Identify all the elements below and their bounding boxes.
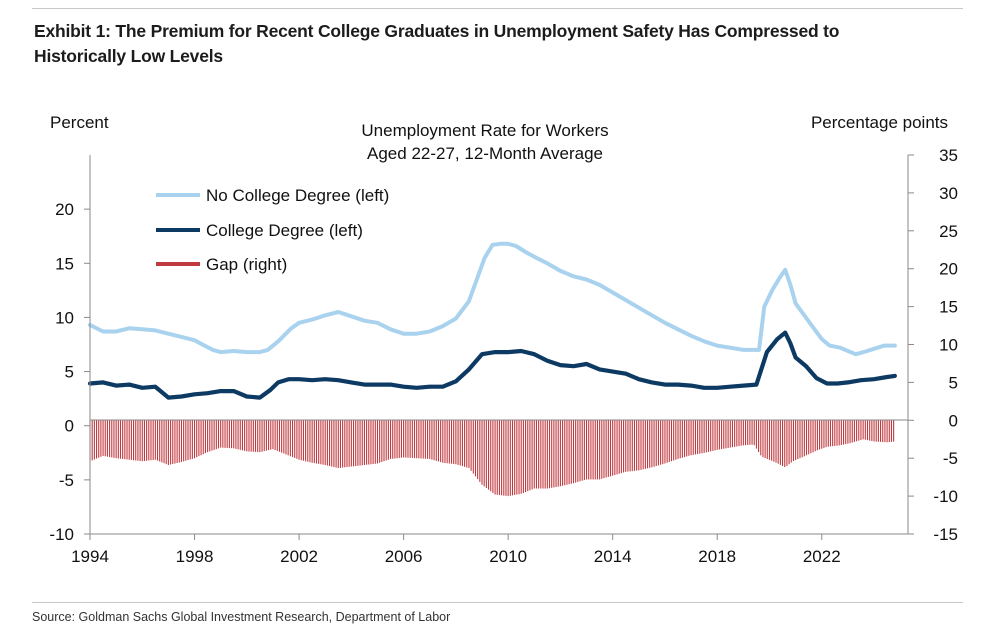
- right-tick-label: 10: [939, 336, 958, 355]
- legend: No College Degree (left) College Degree …: [156, 186, 389, 274]
- exhibit-title: Exhibit 1: The Premium for Recent Colleg…: [34, 21, 840, 66]
- right-tick-label: -15: [933, 525, 958, 544]
- x-tick-label: 2014: [594, 547, 632, 566]
- legend-label-college: College Degree (left): [206, 221, 363, 240]
- series-line-college: [87, 330, 897, 400]
- right-tick-label: -10: [933, 487, 958, 506]
- right-tick-label: 5: [949, 373, 958, 392]
- right-axis-label: Percentage points: [811, 113, 948, 132]
- legend-label-no-college: No College Degree (left): [206, 186, 389, 205]
- axes: [84, 154, 914, 540]
- right-tick-label: 35: [939, 146, 958, 165]
- right-tick-label: 0: [949, 411, 958, 430]
- right-tick-label: 15: [939, 298, 958, 317]
- gap-bars: [89, 420, 895, 497]
- left-tick-label: 10: [55, 308, 74, 327]
- x-tick-label: 1994: [71, 547, 109, 566]
- left-tick-label: -5: [59, 471, 74, 490]
- source-note: Source: Goldman Sachs Global Investment …: [32, 610, 451, 624]
- x-tick-label: 2002: [280, 547, 318, 566]
- chart-svg: Percent Percentage points Unemployment R…: [49, 113, 958, 566]
- right-tick-label: 25: [939, 222, 958, 241]
- chart-text: Percent Percentage points Unemployment R…: [49, 113, 958, 566]
- left-tick-label: -10: [49, 525, 74, 544]
- right-tick-label: 20: [939, 260, 958, 279]
- left-axis-label: Percent: [50, 113, 109, 132]
- bottom-rule: [32, 602, 963, 603]
- x-tick-label: 2022: [803, 547, 841, 566]
- right-tick-label: -5: [943, 449, 958, 468]
- chart-title-line-1: Unemployment Rate for Workers: [361, 121, 608, 140]
- chart-title-line-2: Aged 22-27, 12-Month Average: [367, 144, 603, 163]
- left-tick-label: 15: [55, 254, 74, 273]
- left-tick-label: 0: [65, 417, 74, 436]
- legend-label-gap: Gap (right): [206, 255, 287, 274]
- left-tick-label: 20: [55, 200, 74, 219]
- left-tick-label: 5: [65, 363, 74, 382]
- x-tick-label: 1998: [176, 547, 214, 566]
- x-tick-label: 2006: [385, 547, 423, 566]
- top-rule: [32, 8, 963, 9]
- series-lines: [87, 241, 897, 400]
- x-tick-label: 2010: [489, 547, 527, 566]
- series-line-no-college: [88, 241, 897, 357]
- right-tick-label: 30: [939, 184, 958, 203]
- x-tick-label: 2018: [698, 547, 736, 566]
